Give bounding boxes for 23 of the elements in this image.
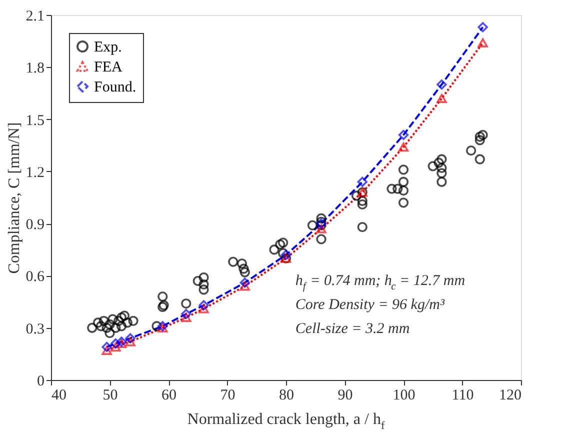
y-axis-title: Compliance, C [mm/N] [6, 122, 23, 274]
x-tick-label: 40 [52, 388, 66, 404]
y-tick-label: 0.6 [26, 269, 45, 286]
annotation: Cell-size = 3.2 mm [295, 321, 410, 337]
legend-label: Found. [94, 80, 136, 96]
y-tick-label: 2.1 [26, 8, 44, 24]
y-tick-label: 0 [37, 374, 44, 390]
x-tick-label: 110 [452, 388, 474, 404]
x-tick-label: 100 [392, 388, 416, 404]
legend-label: Exp. [94, 40, 122, 56]
x-tick-label: 80 [279, 388, 294, 404]
annotation: Core Density = 96 kg/m³ [295, 297, 445, 313]
x-tick-label: 60 [162, 388, 176, 404]
x-tick-label: 90 [338, 388, 353, 404]
legend-label: FEA [94, 60, 123, 76]
y-tick-label: 0.3 [26, 321, 44, 338]
x-tick-label: 120 [499, 388, 522, 404]
y-tick-label: 1.2 [26, 164, 44, 181]
y-tick-label: 1.5 [26, 112, 44, 129]
y-tick-label: 0.9 [26, 217, 44, 234]
y-tick-label: 1.8 [26, 60, 44, 77]
x-tick-label: 70 [220, 388, 236, 404]
x-tick-label: 50 [102, 388, 118, 404]
